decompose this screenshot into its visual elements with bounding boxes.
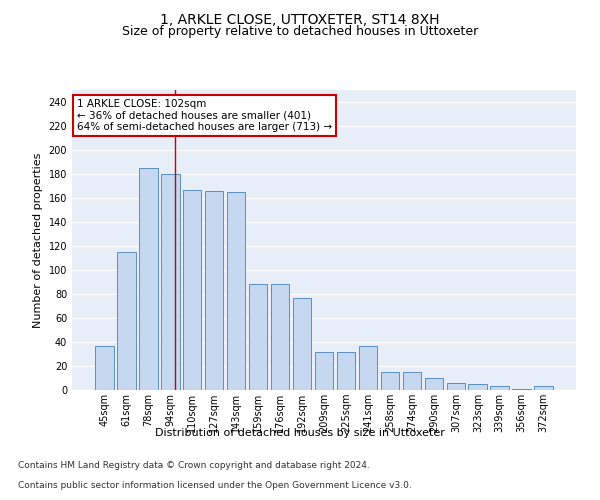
Y-axis label: Number of detached properties: Number of detached properties [33, 152, 43, 328]
Bar [139, 168, 158, 390]
Text: Size of property relative to detached houses in Uttoxeter: Size of property relative to detached ho… [122, 25, 478, 38]
Bar [314, 352, 334, 390]
Bar [490, 386, 509, 390]
Bar [271, 284, 289, 390]
Bar [227, 192, 245, 390]
Bar [117, 252, 136, 390]
Text: 1 ARKLE CLOSE: 102sqm
← 36% of detached houses are smaller (401)
64% of semi-det: 1 ARKLE CLOSE: 102sqm ← 36% of detached … [77, 99, 332, 132]
Bar [535, 386, 553, 390]
Bar [469, 384, 487, 390]
Bar [512, 389, 531, 390]
Text: Distribution of detached houses by size in Uttoxeter: Distribution of detached houses by size … [155, 428, 445, 438]
Bar [293, 298, 311, 390]
Bar [446, 383, 465, 390]
Bar [249, 284, 268, 390]
Text: Contains public sector information licensed under the Open Government Licence v3: Contains public sector information licen… [18, 481, 412, 490]
Bar [183, 190, 202, 390]
Text: Contains HM Land Registry data © Crown copyright and database right 2024.: Contains HM Land Registry data © Crown c… [18, 461, 370, 470]
Bar [403, 372, 421, 390]
Bar [95, 346, 113, 390]
Bar [337, 352, 355, 390]
Bar [425, 378, 443, 390]
Bar [161, 174, 179, 390]
Text: 1, ARKLE CLOSE, UTTOXETER, ST14 8XH: 1, ARKLE CLOSE, UTTOXETER, ST14 8XH [160, 12, 440, 26]
Bar [380, 372, 399, 390]
Bar [205, 191, 223, 390]
Bar [359, 346, 377, 390]
